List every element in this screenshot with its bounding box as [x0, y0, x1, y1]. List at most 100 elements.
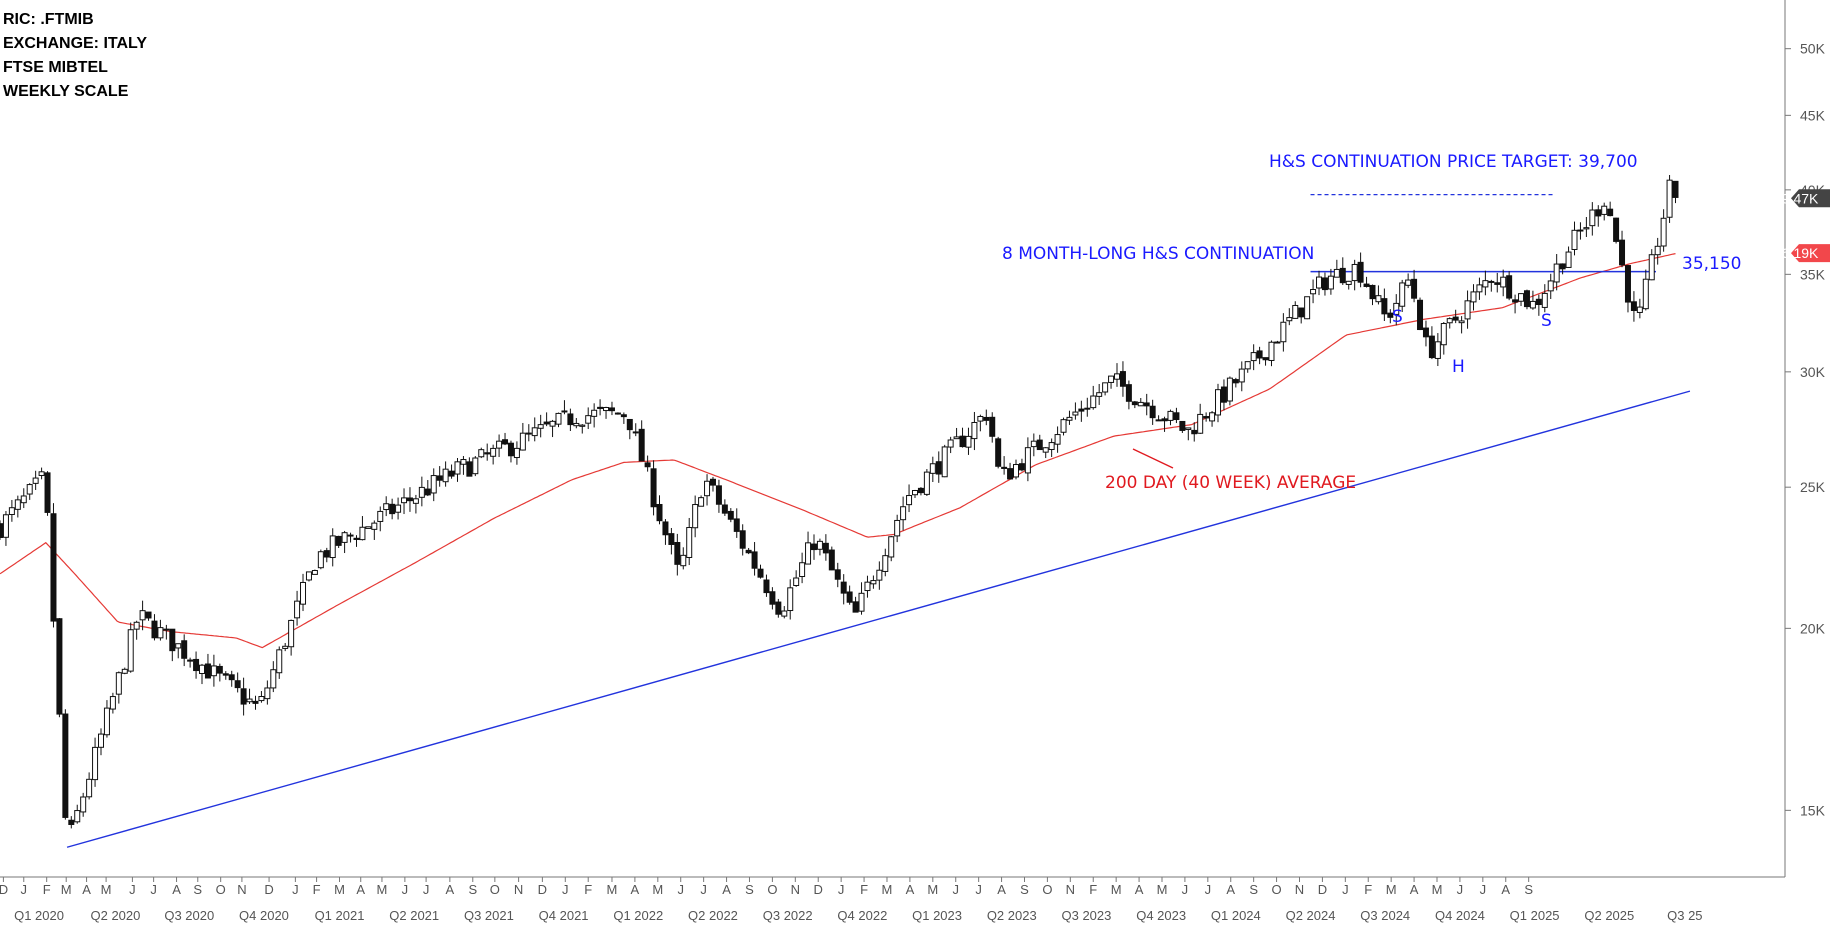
candle-down	[507, 442, 514, 457]
left-shoulder-label: S	[1392, 307, 1403, 327]
candle-up	[460, 459, 467, 465]
x-month-label: J	[292, 882, 299, 897]
candle-down	[466, 461, 473, 477]
candle-up	[787, 587, 794, 612]
x-month-label: A	[631, 882, 640, 897]
target-annotation: H&S CONTINUATION PRICE TARGET: 39,700	[1269, 152, 1638, 172]
candle-down	[1506, 275, 1513, 299]
candle-up	[1280, 321, 1287, 343]
candle-down	[745, 549, 752, 554]
x-month-label: J	[562, 882, 569, 897]
last-price-badge	[1791, 189, 1830, 208]
candle-up	[86, 778, 93, 798]
x-month-label: M	[652, 882, 663, 897]
candle-up	[127, 629, 134, 672]
candle-up	[1601, 205, 1608, 215]
candle-up	[537, 424, 544, 429]
x-month-label: J	[21, 882, 28, 897]
candle-down	[1131, 401, 1138, 406]
candle-down	[353, 537, 360, 540]
x-month-label: M	[607, 882, 618, 897]
candle-down	[1381, 298, 1388, 315]
candle-down	[1191, 429, 1198, 435]
candle-down	[347, 534, 354, 537]
x-month-label: J	[838, 882, 845, 897]
candle-down	[543, 421, 550, 425]
x-quarter-label: Q2 2021	[389, 908, 439, 923]
candle-up	[686, 527, 693, 558]
candle-down	[436, 475, 443, 481]
candle-down	[775, 601, 782, 615]
candle-down	[1179, 420, 1186, 431]
candle-up	[1500, 276, 1507, 288]
candle-down	[1512, 299, 1519, 303]
candle-up	[1405, 279, 1412, 286]
x-month-label: O	[1042, 882, 1052, 897]
candle-down	[406, 497, 413, 502]
candle-down	[222, 673, 229, 676]
candle-down	[56, 618, 63, 715]
x-month-label: A	[356, 882, 365, 897]
candle-up	[1648, 254, 1655, 281]
moving-average-layer	[0, 253, 1676, 649]
x-month-label: O	[767, 882, 777, 897]
candle-up	[490, 447, 497, 457]
candle-down	[234, 680, 241, 689]
candle-down	[389, 503, 396, 515]
candle-up	[1553, 263, 1560, 283]
candle-up	[32, 477, 39, 484]
candle-up	[1399, 282, 1406, 307]
candle-up	[1654, 245, 1661, 256]
candle-up	[1030, 440, 1037, 448]
candle-up	[1642, 278, 1649, 310]
x-month-label: M	[1386, 882, 1397, 897]
candle-up	[1470, 291, 1477, 303]
candle-up	[1167, 410, 1174, 421]
x-month-label: M	[1111, 882, 1122, 897]
candle-down	[959, 435, 966, 448]
candle-up	[900, 506, 907, 521]
candle-up	[923, 471, 930, 495]
candle-up	[430, 475, 437, 494]
candle-up	[276, 649, 283, 674]
candle-up	[1351, 263, 1358, 282]
candle-down	[1595, 209, 1602, 217]
candle-up	[513, 447, 520, 459]
candle-down	[662, 521, 669, 536]
candle-down	[917, 487, 924, 494]
candle-down	[1559, 263, 1566, 270]
x-quarter-label: Q4 2024	[1435, 908, 1485, 923]
candle-up	[603, 406, 610, 412]
candle-up	[270, 669, 277, 689]
candle-down	[1007, 468, 1014, 480]
candle-down	[1161, 418, 1168, 422]
candle-down	[44, 472, 51, 513]
x-month-label: J	[1457, 882, 1464, 897]
candle-down	[1422, 327, 1429, 338]
x-month-label: J	[952, 882, 959, 897]
x-quarter-label: Q3 2023	[1062, 908, 1112, 923]
symbol-info: RIC: .FTMIB EXCHANGE: ITALY FTSE MIBTEL …	[3, 8, 147, 104]
candle-up	[80, 796, 87, 813]
candle-down	[769, 591, 776, 605]
x-quarter-label: Q2 2022	[688, 908, 738, 923]
candle-down	[620, 414, 627, 418]
candle-up	[282, 645, 289, 649]
x-month-label: J	[402, 882, 409, 897]
candle-up	[519, 432, 526, 451]
candle-down	[1119, 371, 1126, 387]
x-month-label: D	[538, 882, 547, 897]
candle-down	[240, 688, 247, 705]
candle-up	[74, 810, 81, 823]
last-price-label: 39.47K	[1774, 190, 1819, 206]
neckline-value-annotation: 35,150	[1682, 254, 1741, 274]
candle-up	[157, 627, 164, 639]
candle-up	[1589, 209, 1596, 227]
candle-up	[1268, 341, 1275, 361]
candle-down	[846, 591, 853, 603]
candle-up	[371, 522, 378, 530]
candle-down	[1078, 408, 1085, 412]
candle-up	[704, 480, 711, 497]
